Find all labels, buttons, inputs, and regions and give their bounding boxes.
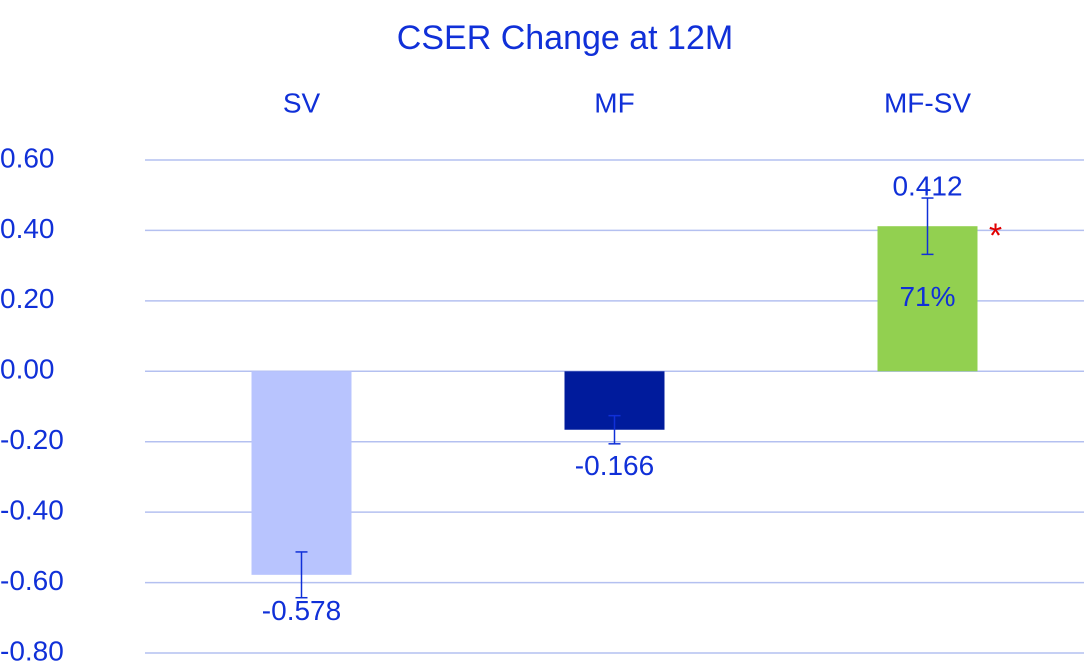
data-label: 0.412 [892, 171, 962, 202]
y-tick-label: 0.20 [0, 283, 55, 314]
y-tick-label: -0.80 [0, 635, 64, 666]
y-tick-label: 0.40 [0, 213, 55, 244]
data-label: -0.578 [262, 595, 341, 626]
data-label: -0.166 [575, 450, 654, 481]
y-tick-label: 0.60 [0, 142, 55, 173]
x-tick-label: MF-SV [884, 87, 971, 118]
y-tick-label: -0.40 [0, 495, 64, 526]
x-tick-label: SV [283, 87, 321, 118]
bar [251, 371, 352, 575]
annotation: * [989, 217, 1002, 255]
y-tick-label: -0.60 [0, 565, 64, 596]
x-tick-label: MF [594, 87, 634, 118]
y-tick-label: -0.20 [0, 424, 64, 455]
y-tick-label: 0.00 [0, 354, 55, 385]
chart-title: CSER Change at 12M [397, 19, 733, 57]
annotation: 71% [899, 281, 955, 312]
